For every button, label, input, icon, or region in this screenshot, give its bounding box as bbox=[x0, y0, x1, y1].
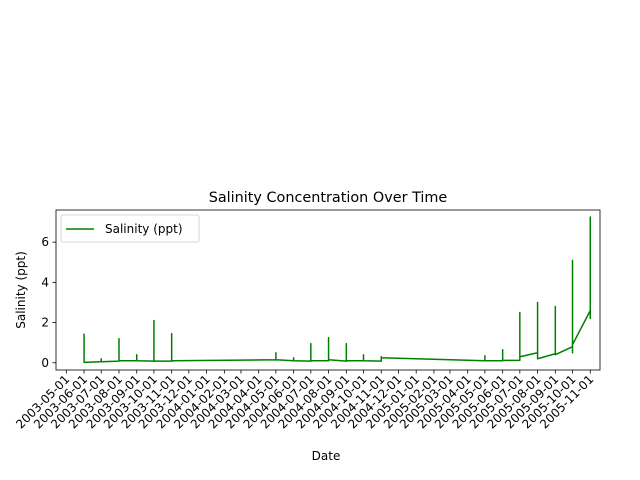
legend-box bbox=[60, 214, 200, 243]
series-layer bbox=[83, 216, 592, 364]
series-line-salinity bbox=[83, 216, 592, 364]
y-axis: 0 2 4 6 bbox=[41, 235, 56, 370]
legend-label-salinity: Salinity (ppt) bbox=[105, 222, 183, 236]
x-axis-label: Date bbox=[312, 449, 341, 463]
axes-frame bbox=[55, 209, 601, 371]
y-tick-label: 6 bbox=[41, 235, 49, 249]
x-axis: 2003-05-012003-06-012003-07-012003-08-01… bbox=[13, 370, 596, 431]
plot-area bbox=[55, 209, 601, 371]
legend: Salinity (ppt) bbox=[60, 214, 200, 243]
y-axis-label: Salinity (ppt) bbox=[14, 251, 28, 329]
y-tick-label: 4 bbox=[41, 275, 49, 289]
y-tick-label: 2 bbox=[41, 316, 49, 330]
chart-title: Salinity Concentration Over Time bbox=[209, 190, 448, 206]
y-tick-label: 0 bbox=[41, 356, 49, 370]
